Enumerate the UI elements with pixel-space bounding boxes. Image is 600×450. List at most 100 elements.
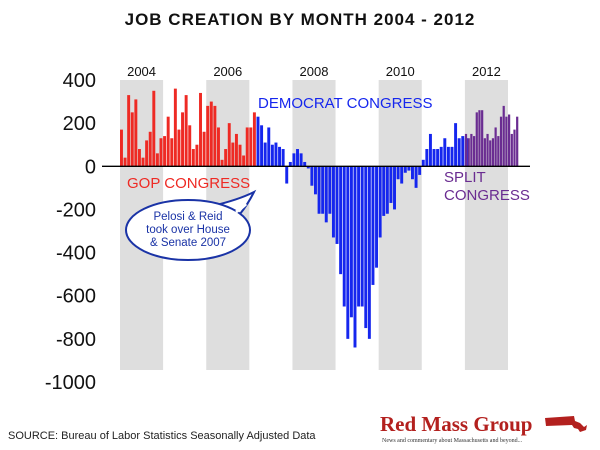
bar-democrat-congress xyxy=(342,166,346,307)
bar-democrat-congress xyxy=(367,166,371,339)
bar-split-congress xyxy=(508,114,511,167)
bar-gop-congress xyxy=(145,140,149,167)
logo-name: Red Mass Group xyxy=(380,412,533,436)
callout-join xyxy=(235,202,248,214)
bar-gop-congress xyxy=(199,92,202,167)
bar-gop-congress xyxy=(252,112,256,167)
bar-gop-congress xyxy=(130,112,134,167)
bar-democrat-congress xyxy=(306,166,310,169)
bar-split-congress xyxy=(494,127,497,167)
bar-split-congress xyxy=(464,133,468,167)
bar-gop-congress xyxy=(231,142,235,167)
y-tick-label: 200 xyxy=(63,113,96,135)
bar-gop-congress xyxy=(184,95,188,167)
bar-split-congress xyxy=(505,116,508,167)
bar-democrat-congress xyxy=(331,166,335,238)
bar-democrat-congress xyxy=(428,133,432,167)
year-band-2008 xyxy=(292,80,336,370)
bar-split-congress xyxy=(502,105,505,167)
bar-gop-congress xyxy=(163,136,167,167)
bar-gop-congress xyxy=(188,125,192,167)
year-band-2010 xyxy=(378,80,422,370)
y-tick-label: -600 xyxy=(56,286,96,308)
bar-split-congress xyxy=(516,116,519,167)
bar-democrat-congress xyxy=(418,166,422,175)
bar-gop-congress xyxy=(191,149,195,167)
bar-democrat-congress xyxy=(461,136,465,167)
bar-democrat-congress xyxy=(303,161,307,167)
bar-democrat-congress xyxy=(457,138,461,167)
year-label: 2012 xyxy=(472,64,501,79)
bar-democrat-congress xyxy=(285,166,289,184)
bar-democrat-congress xyxy=(432,149,436,167)
source-note: SOURCE: Bureau of Labor Statistics Seaso… xyxy=(8,430,316,442)
bar-gop-congress xyxy=(159,138,163,167)
bar-democrat-congress xyxy=(263,142,267,167)
bar-democrat-congress xyxy=(278,146,282,167)
bar-gop-congress xyxy=(245,127,249,167)
bar-democrat-congress xyxy=(317,166,321,214)
bar-democrat-congress xyxy=(292,153,296,167)
bar-democrat-congress xyxy=(396,166,400,180)
massachusetts-map-icon xyxy=(545,416,587,432)
bar-split-congress xyxy=(470,133,473,167)
bar-gop-congress xyxy=(238,144,242,167)
bar-democrat-congress xyxy=(296,149,299,167)
bar-democrat-congress xyxy=(281,149,285,167)
annotation-label: CONGRESS xyxy=(444,187,530,204)
bar-democrat-congress xyxy=(260,125,264,167)
chart-title: JOB CREATION BY MONTH 2004 - 2012 xyxy=(124,10,476,29)
bar-gop-congress xyxy=(202,131,206,167)
bar-gop-congress xyxy=(152,90,156,167)
bar-democrat-congress xyxy=(335,166,339,244)
bar-democrat-congress xyxy=(274,142,278,167)
bar-gop-congress xyxy=(120,129,123,167)
bar-democrat-congress xyxy=(371,166,375,285)
bar-democrat-congress xyxy=(393,166,396,210)
year-label: 2004 xyxy=(127,64,156,79)
callout-bubble xyxy=(125,199,251,261)
bar-split-congress xyxy=(472,136,476,167)
bar-democrat-congress xyxy=(321,166,325,214)
bar-gop-congress xyxy=(134,99,138,167)
bar-gop-congress xyxy=(227,123,231,167)
annotation-label: SPLIT xyxy=(444,169,486,186)
bar-gop-congress xyxy=(123,157,127,167)
bar-democrat-congress xyxy=(389,166,393,203)
bar-democrat-congress xyxy=(353,166,357,348)
bar-democrat-congress xyxy=(360,166,364,307)
bar-gop-congress xyxy=(177,129,181,167)
bar-gop-congress xyxy=(195,144,199,167)
bar-split-congress xyxy=(486,133,489,167)
bar-gop-congress xyxy=(206,105,210,167)
bar-split-congress xyxy=(489,140,492,167)
bar-democrat-congress xyxy=(267,127,271,167)
callout-text-line: took over House xyxy=(146,224,230,236)
year-label: 2008 xyxy=(300,64,329,79)
bar-democrat-congress xyxy=(346,166,350,339)
annotation-label: GOP CONGRESS xyxy=(127,175,250,192)
bar-democrat-congress xyxy=(421,159,425,167)
bar-democrat-congress xyxy=(450,146,454,167)
bar-democrat-congress xyxy=(378,166,382,238)
bar-gop-congress xyxy=(166,116,170,167)
bar-gop-congress xyxy=(141,157,145,167)
year-label: 2006 xyxy=(213,64,242,79)
bar-gop-congress xyxy=(224,149,228,167)
bar-gop-congress xyxy=(127,95,131,167)
callout-text-line: Pelosi & Reid xyxy=(153,211,222,223)
bar-gop-congress xyxy=(217,127,220,167)
bar-democrat-congress xyxy=(288,161,292,167)
bar-split-congress xyxy=(499,116,503,167)
bar-split-congress xyxy=(497,136,500,167)
callout-text-line: & Senate 2007 xyxy=(150,237,226,249)
bar-democrat-congress xyxy=(454,123,458,167)
bar-democrat-congress xyxy=(403,166,407,173)
bar-democrat-congress xyxy=(411,166,414,180)
bar-gop-congress xyxy=(242,155,246,167)
bar-democrat-congress xyxy=(446,146,450,167)
bar-gop-congress xyxy=(148,131,152,167)
bar-democrat-congress xyxy=(324,166,328,223)
y-tick-label: -800 xyxy=(56,329,96,351)
bar-gop-congress xyxy=(173,88,177,167)
